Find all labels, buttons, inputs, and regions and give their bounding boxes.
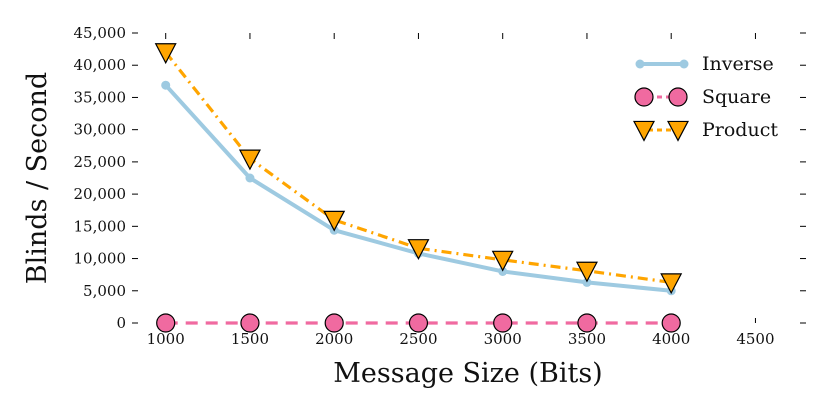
y-tick-label: 45,000 [74, 24, 127, 42]
data-point-square [240, 313, 260, 333]
y-tick-label: 5,000 [83, 282, 126, 300]
legend: Inverse Square Product [633, 53, 778, 142]
y-tick-label: 10,000 [74, 250, 127, 268]
series-lines [164, 51, 672, 325]
x-axis-title: Message Size (Bits) [333, 358, 602, 389]
series-markers [154, 43, 683, 333]
x-tick-label: 1000 [147, 330, 185, 348]
y-tick-labels: 0 5,000 10,000 15,000 20,000 25,000 30,000 35,0… [74, 24, 127, 332]
data-point-product [407, 239, 430, 260]
data-point-square [661, 313, 681, 333]
data-point-product [238, 149, 261, 171]
x-tick-label: 3500 [568, 330, 606, 348]
y-tick-label: 0 [116, 314, 126, 332]
data-point-square [156, 313, 176, 333]
legend-marker-square [668, 87, 688, 107]
y-tick-label: 40,000 [74, 56, 127, 74]
legend-marker-square [634, 87, 654, 107]
y-tick-label: 25,000 [74, 153, 127, 171]
y-tick-label: 20,000 [74, 185, 127, 203]
y-tick-label: 30,000 [74, 121, 127, 139]
data-point-product [575, 261, 598, 283]
data-point-product [154, 43, 177, 65]
data-point-product [491, 250, 514, 272]
x-tick-label: 2000 [315, 330, 353, 348]
legend-marker-inverse [635, 59, 645, 69]
x-tick-label: 4000 [652, 330, 690, 348]
y-tick-label: 35,000 [74, 88, 127, 106]
legend-marker-product [667, 120, 689, 142]
x-tick-label: 2500 [399, 330, 437, 348]
legend-label-inverse: Inverse [702, 53, 774, 75]
x-tick-label: 3000 [484, 330, 522, 348]
tick-marks [132, 32, 806, 324]
x-tick-label: 1500 [231, 330, 269, 348]
data-point-inverse [161, 80, 171, 90]
legend-label-product: Product [702, 119, 778, 141]
data-point-square [408, 313, 429, 333]
y-axis-title: Blinds / Second [22, 72, 53, 284]
legend-label-square: Square [702, 86, 771, 108]
data-point-inverse [245, 173, 255, 183]
legend-marker-inverse [679, 59, 689, 69]
data-point-product [323, 210, 346, 232]
x-tick-labels: 1000 1500 2000 2500 3000 3500 4000 4500 [147, 330, 775, 348]
data-point-square [577, 313, 597, 333]
data-point-square [324, 313, 344, 333]
legend-marker-product [633, 120, 655, 142]
data-point-product [660, 273, 683, 295]
y-tick-label: 15,000 [74, 217, 127, 235]
data-point-square [493, 313, 513, 333]
x-tick-label: 4500 [736, 330, 774, 348]
